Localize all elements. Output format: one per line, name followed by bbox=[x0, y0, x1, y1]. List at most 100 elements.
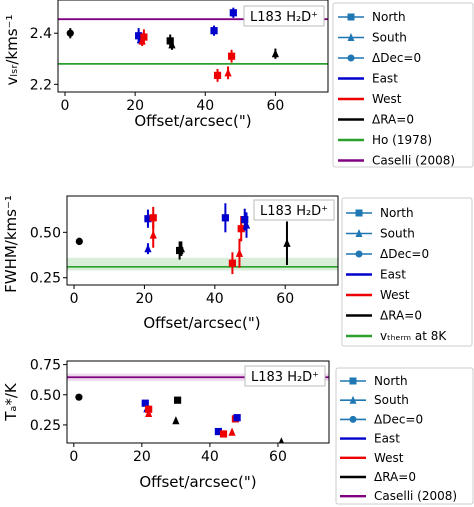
panel-1-legend-frame bbox=[332, 2, 474, 168]
data-point bbox=[235, 248, 244, 257]
data-point bbox=[242, 220, 251, 229]
y-tick-label: 2.4 bbox=[30, 26, 52, 42]
data-point bbox=[145, 408, 153, 418]
x-tick-label: 20 bbox=[126, 98, 144, 114]
legend-label: ΔDec=0 bbox=[372, 51, 421, 65]
legend-swatch-marker bbox=[349, 415, 357, 423]
y-tick-label: 0.50 bbox=[30, 388, 61, 404]
panel-2-tag: L183 H₂D⁺ bbox=[260, 204, 328, 219]
data-point bbox=[213, 71, 222, 79]
legend-label: East bbox=[374, 432, 400, 446]
data-point bbox=[168, 40, 176, 49]
y-tick-label: 0.50 bbox=[30, 225, 61, 241]
data-point bbox=[278, 437, 284, 443]
data-point bbox=[173, 396, 182, 404]
data-point bbox=[149, 230, 157, 239]
panel-3-plot-area bbox=[67, 373, 329, 443]
legend-swatch-marker bbox=[349, 377, 357, 385]
panel-1-ticks: 0 20 40 60 2.2 2.4 bbox=[30, 26, 285, 114]
x-tick-label: 20 bbox=[136, 291, 154, 307]
panel-2-legend-frame bbox=[341, 197, 473, 347]
panel-3-xlabel: Offset/arcsec(") bbox=[139, 473, 256, 491]
legend-swatch-marker bbox=[355, 250, 363, 258]
legend-label: South bbox=[380, 227, 415, 241]
legend-label: vₜₕₑᵣₘ at 8K bbox=[380, 329, 447, 343]
legend-label: ΔDec=0 bbox=[380, 247, 429, 261]
legend-label: ΔRA=0 bbox=[380, 309, 422, 323]
data-point bbox=[283, 238, 291, 247]
panel-2-ticks: 0 20 40 60 0.25 0.50 bbox=[30, 225, 294, 307]
panel-2-plot-area bbox=[67, 203, 338, 275]
data-point bbox=[149, 214, 157, 222]
x-tick-label: 60 bbox=[276, 291, 294, 307]
legend-swatch-marker bbox=[347, 33, 355, 41]
data-point bbox=[271, 49, 280, 58]
legend-label: South bbox=[374, 393, 409, 407]
legend-label: Ho (1978) bbox=[372, 133, 432, 147]
x-tick-label: 60 bbox=[266, 98, 284, 114]
legend-label: ΔRA=0 bbox=[374, 470, 416, 484]
panel-3-legend-entries: North South ΔDec=0 East West ΔRA=0 Caselli (20… bbox=[340, 374, 457, 503]
data-point bbox=[227, 52, 236, 60]
data-point bbox=[229, 9, 237, 17]
data-point bbox=[241, 216, 249, 224]
y-tick-label: 2.2 bbox=[30, 77, 52, 93]
legend-label: West bbox=[380, 288, 410, 302]
legend-swatch-marker bbox=[355, 209, 363, 217]
legend-label: East bbox=[372, 72, 398, 86]
panel-3-frame bbox=[66, 360, 330, 444]
panel-2-xlabel: Offset/arcsec(") bbox=[143, 314, 260, 332]
data-point bbox=[144, 244, 152, 253]
data-point bbox=[135, 32, 143, 40]
legend-label: ΔDec=0 bbox=[374, 412, 423, 426]
panel-3: 0 20 40 60 0.25 0.50 0.75 L183 H₂D⁺ Offset/arc… bbox=[2, 358, 474, 505]
panel-1-xlabel: Offset/arcsec(") bbox=[134, 112, 251, 130]
legend-label: Caselli (2008) bbox=[374, 489, 457, 503]
data-point bbox=[75, 237, 83, 246]
data-point bbox=[166, 37, 174, 45]
data-point bbox=[228, 427, 236, 436]
panel-1-tag: L183 H₂D⁺ bbox=[250, 10, 318, 25]
data-point bbox=[224, 68, 232, 77]
y-tick-label: 0.25 bbox=[30, 418, 61, 434]
x-tick-label: 0 bbox=[61, 98, 70, 114]
legend-swatch-marker bbox=[347, 13, 355, 21]
thermal-band bbox=[67, 257, 338, 271]
panel-1-plot-area bbox=[58, 7, 328, 82]
legend-label: East bbox=[380, 268, 406, 282]
panel-3-legend: North South ΔDec=0 East West ΔRA=0 Caselli (20… bbox=[335, 367, 474, 505]
panel-3-legend-frame bbox=[335, 367, 474, 505]
y-tick-label: 0.75 bbox=[30, 358, 61, 374]
data-point bbox=[221, 214, 229, 222]
x-tick-label: 40 bbox=[201, 449, 219, 465]
legend-label: North bbox=[372, 10, 406, 24]
x-tick-label: 0 bbox=[70, 291, 79, 307]
legend-label: Caselli (2008) bbox=[372, 154, 455, 168]
panel-1-frame bbox=[57, 0, 329, 93]
data-point bbox=[75, 393, 83, 401]
panel-2-tag-box bbox=[253, 199, 335, 221]
x-tick-label: 0 bbox=[69, 449, 78, 465]
data-point bbox=[214, 427, 223, 436]
legend-label: North bbox=[374, 374, 408, 388]
x-tick-label: 20 bbox=[133, 449, 151, 465]
data-point bbox=[140, 33, 148, 41]
panel-2-ylabel: FWHM/kms⁻¹ bbox=[2, 195, 20, 293]
y-tick-label: 0.25 bbox=[30, 271, 61, 287]
data-point bbox=[233, 414, 241, 422]
panel-3-tag-box bbox=[244, 365, 326, 387]
data-point bbox=[228, 259, 237, 267]
data-point bbox=[138, 36, 146, 45]
data-point bbox=[177, 244, 185, 253]
legend-label: West bbox=[374, 451, 404, 465]
panel-3-ylabel: Tₐ*/K bbox=[2, 382, 20, 422]
data-point bbox=[66, 29, 74, 37]
data-point bbox=[210, 27, 218, 35]
legend-label: North bbox=[380, 206, 414, 220]
legend-swatch-marker bbox=[355, 229, 363, 237]
data-point bbox=[141, 399, 149, 407]
legend-label: South bbox=[372, 31, 407, 45]
panel-1-tag-box bbox=[243, 5, 325, 27]
panel-1-ylabel: vₗₛᵣ/kms⁻¹ bbox=[3, 15, 21, 86]
